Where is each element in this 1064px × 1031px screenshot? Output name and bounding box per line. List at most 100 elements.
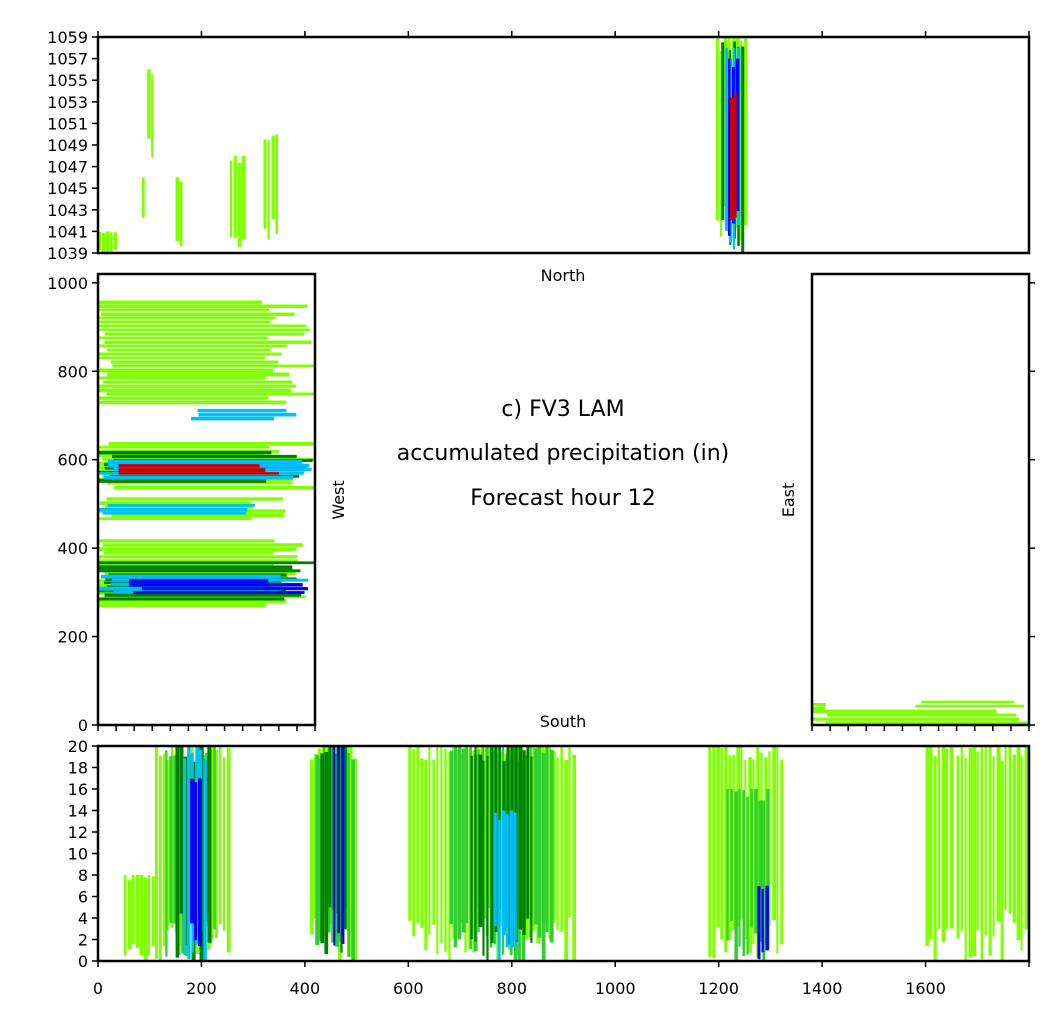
west-band-11	[98, 352, 282, 356]
south-band-18	[1016, 746, 1021, 941]
west-band-7	[98, 478, 267, 483]
south-band-14	[712, 746, 716, 959]
south-band-14	[720, 747, 723, 940]
west-ytick-label: 200	[57, 628, 88, 647]
west-band-0	[103, 551, 274, 555]
south-band-14	[756, 747, 760, 958]
south-ytick-label: 6	[78, 888, 88, 907]
north-band-3	[175, 177, 180, 242]
south-band-4	[203, 758, 207, 961]
west-band-6	[108, 442, 315, 446]
south-band-17	[925, 746, 930, 947]
north-band-7	[721, 42, 725, 221]
north-band-9	[735, 58, 740, 212]
west-band-2	[100, 574, 281, 579]
south-band-5	[190, 778, 195, 924]
west-band-11	[98, 396, 269, 400]
west-band-11	[98, 388, 292, 393]
south-xtick-label: 1600	[905, 979, 946, 998]
north-band-6	[740, 40, 743, 241]
north-band-6	[744, 38, 748, 225]
west-ytick-label: 1000	[47, 274, 88, 293]
north-band-5	[271, 135, 275, 220]
west-band-5	[102, 511, 247, 515]
south-band-15	[738, 789, 741, 947]
south-band-8	[328, 746, 332, 908]
south-band-2	[165, 750, 168, 957]
east-band-0	[812, 717, 1020, 721]
south-band-10	[424, 760, 428, 951]
south-band-13	[513, 812, 517, 947]
west-band-3	[133, 591, 305, 594]
south-xtick-label: 0	[93, 979, 103, 998]
south-band-10	[416, 746, 420, 924]
south-band-14	[776, 746, 779, 954]
south-band-11	[449, 750, 454, 925]
west-band-11	[98, 320, 271, 324]
south-band-7	[315, 754, 320, 945]
north-band-4	[233, 155, 237, 238]
south-band-15	[766, 789, 770, 951]
north-ytick-label: 1059	[47, 28, 88, 47]
east-band-2	[915, 704, 1025, 708]
south-band-10	[420, 758, 424, 929]
north-band-4	[241, 155, 246, 240]
north-band-0	[102, 233, 106, 253]
south-band-14	[728, 755, 732, 941]
south-band-14	[736, 746, 741, 928]
south-xtick-label: 1400	[802, 979, 843, 998]
south-band-10	[440, 746, 443, 944]
south-band-17	[937, 746, 940, 930]
west-frame	[96, 272, 317, 727]
west-band-11	[104, 332, 305, 336]
east-band-0	[827, 713, 1017, 717]
south-label: South	[540, 712, 587, 731]
south-band-15	[758, 800, 763, 942]
south-band-18	[1004, 746, 1007, 911]
south-band-14	[740, 746, 743, 920]
south-ytick-label: 2	[78, 931, 88, 950]
south-xtick-label: 1200	[698, 979, 739, 998]
south-band-1	[154, 746, 158, 959]
south-band-7	[347, 753, 351, 958]
south-band-14	[768, 751, 771, 926]
north-band-4	[237, 162, 242, 247]
south-band-14	[724, 746, 728, 953]
west-band-4	[105, 505, 254, 509]
north-band-4	[229, 160, 233, 238]
west-band-0	[98, 563, 275, 567]
west-band-1	[98, 561, 315, 565]
south-band-6	[310, 759, 314, 935]
south-band-15	[762, 800, 766, 961]
west-band-0	[98, 555, 298, 559]
south-band-0	[151, 876, 155, 947]
west-band-11	[98, 336, 269, 340]
west-band-11	[112, 364, 315, 368]
south-xtick-label: 1000	[595, 979, 636, 998]
south-band-10	[572, 754, 577, 961]
west-band-11	[98, 324, 307, 328]
west-band-8	[103, 475, 294, 480]
north-ytick-label: 1049	[47, 136, 88, 155]
north-band-5	[263, 139, 267, 229]
south-band-15	[730, 789, 733, 921]
south-band-7	[323, 746, 326, 912]
south-band-0	[127, 880, 132, 950]
south-band-14	[752, 759, 755, 945]
west-band-0	[98, 599, 287, 604]
south-xtick-label: 400	[290, 979, 321, 998]
south-band-9	[337, 746, 340, 934]
north-band-2	[141, 177, 145, 218]
west-ytick-label: 600	[57, 451, 88, 470]
south-band-8	[324, 751, 329, 955]
south-band-16	[761, 888, 764, 953]
north-ytick-label: 1045	[47, 179, 88, 198]
north-band-0	[98, 231, 102, 250]
south-frame	[96, 744, 1031, 963]
south-band-9	[333, 746, 336, 946]
west-band-4	[106, 497, 283, 501]
south-band-5	[198, 778, 202, 947]
east-band-0	[812, 709, 997, 714]
